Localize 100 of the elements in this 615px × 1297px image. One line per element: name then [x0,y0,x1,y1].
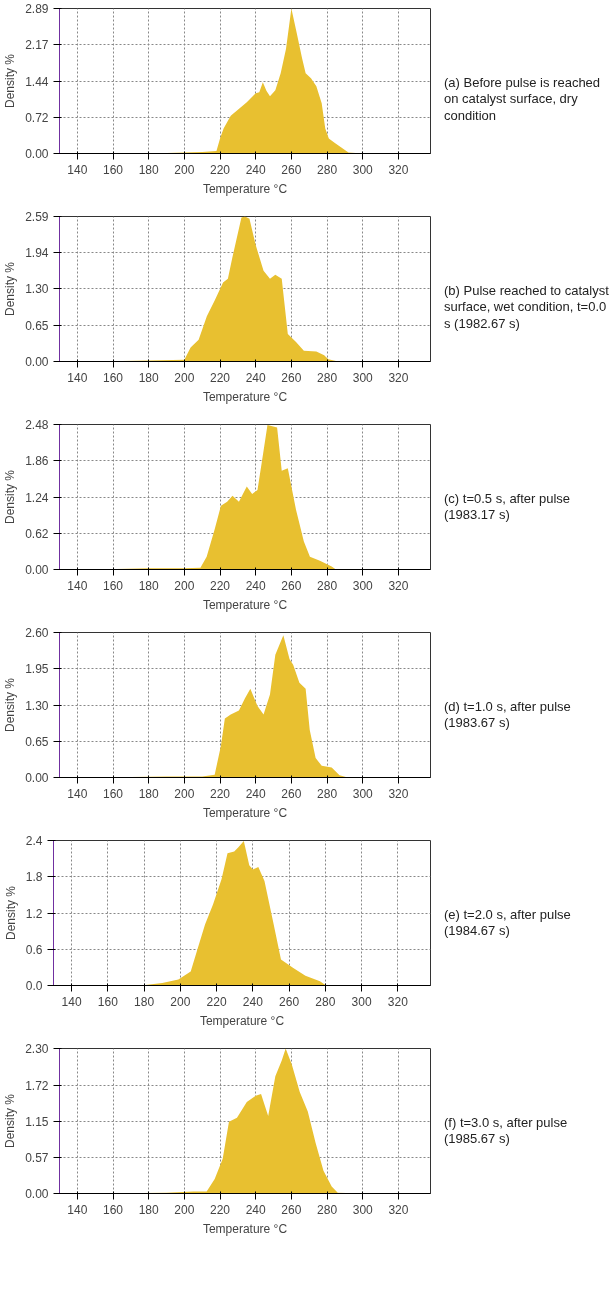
y-axis-title: Density % [3,1093,18,1149]
x-tick-label: 320 [388,578,409,593]
x-tick-label: 160 [103,578,124,593]
x-tick-label: 140 [67,578,88,593]
y-tick-label: 2.59 [25,210,49,224]
x-tick-label: 280 [317,786,338,801]
y-tick-label: 1.30 [25,698,49,713]
y-axis-title: Density % [3,53,18,109]
x-tick-label: 280 [317,1202,338,1217]
x-tick-label: 300 [352,370,374,385]
x-axis-title: Temperature °C [202,181,288,196]
text: (f) t=3.0 s, after pulse (1985.67 s) [443,1114,569,1148]
x-tick-label: 200 [174,370,195,385]
y-axis-title: Density % [3,261,18,317]
x-tick-label: 260 [281,578,302,593]
x-tick-label: 160 [103,786,124,801]
x-tick-label: 180 [134,994,155,1009]
text: (d) t=1.0 s, after pulse (1983.67 s) [443,698,572,732]
x-tick-label: 320 [388,162,409,177]
x-tick-label: 220 [210,1202,231,1217]
y-tick-label: 1.2 [25,906,43,921]
x-tick-label: 160 [103,1202,124,1217]
x-tick-label: 180 [138,578,160,593]
x-tick-label: 320 [388,1202,409,1217]
x-tick-label: 280 [317,370,338,385]
y-tick-label: 0.00 [25,355,49,369]
y-tick-label: 0.0 [25,979,43,993]
y-tick-label: 2.89 [25,2,49,16]
x-tick-label: 180 [138,786,160,801]
y-tick-label: 0.65 [25,734,49,749]
x-axis-title: Temperature °C [202,597,288,612]
x-tick-label: 200 [174,162,195,177]
x-tick-label: 140 [67,162,88,177]
y-tick-label: 0.57 [25,1151,49,1166]
x-tick-label: 220 [210,370,231,385]
x-tick-label: 160 [97,994,119,1009]
x-tick-label: 220 [210,162,231,177]
y-axis-title: Density % [3,469,18,525]
y-tick-label: 1.72 [25,1078,49,1093]
x-tick-label: 220 [210,578,231,593]
x-tick-label: 140 [67,786,88,801]
x-tick-label: 180 [138,370,160,385]
x-tick-label: 200 [174,1202,195,1217]
x-tick-label: 140 [67,370,88,385]
x-tick-label: 300 [352,786,374,801]
x-tick-label: 240 [242,994,264,1009]
x-tick-label: 320 [387,994,409,1009]
y-tick-label: 1.15 [25,1114,49,1129]
x-tick-label: 200 [174,578,195,593]
y-tick-label: 0.72 [25,110,49,125]
x-tick-label: 140 [61,994,82,1009]
x-tick-label: 240 [245,162,267,177]
y-tick-label: 2.30 [25,1042,49,1056]
x-tick-label: 300 [352,162,374,177]
y-tick-label: 0.65 [25,318,49,333]
y-tick-label: 0.00 [25,1187,49,1201]
y-axis-title: Density % [3,677,18,733]
x-tick-label: 320 [388,786,409,801]
x-tick-label: 260 [281,786,302,801]
y-tick-label: 1.24 [25,490,49,505]
x-tick-label: 160 [103,162,124,177]
y-tick-label: 0.00 [25,771,49,785]
y-tick-label: 2.48 [25,418,49,432]
text: (c) t=0.5 s, after pulse (1983.17 s) [443,490,572,524]
x-tick-label: 260 [281,1202,302,1217]
x-axis-title: Temperature °C [202,1221,288,1236]
x-tick-label: 320 [388,370,409,385]
text: (b) Pulse reached to catalyst surface, wet condition, t=0.0 s (1982.67 s) [443,282,610,332]
x-tick-label: 140 [67,1202,88,1217]
x-tick-label: 200 [174,786,195,801]
y-tick-label: 1.30 [25,282,49,297]
y-tick-label: 0.00 [25,563,49,577]
x-tick-label: 280 [317,162,338,177]
x-tick-label: 240 [245,1202,267,1217]
y-tick-label: 2.4 [25,834,43,848]
x-tick-label: 260 [281,370,302,385]
x-axis-title: Temperature °C [199,1013,285,1028]
y-tick-label: 1.94 [25,246,49,261]
y-tick-label: 2.60 [25,626,49,640]
x-tick-label: 300 [351,994,372,1009]
text: (e) t=2.0 s, after pulse (1984.67 s) [443,906,572,940]
y-axis-title: Density % [3,885,18,941]
y-tick-label: 1.86 [25,454,49,469]
x-tick-label: 220 [210,786,231,801]
x-tick-label: 220 [206,994,227,1009]
x-axis-title: Temperature °C [202,805,288,820]
x-tick-label: 300 [352,578,374,593]
x-tick-label: 160 [103,370,124,385]
x-tick-label: 240 [245,578,267,593]
x-axis-title: Temperature °C [202,389,288,404]
x-tick-label: 180 [138,162,160,177]
y-tick-label: 2.17 [25,38,49,53]
x-tick-label: 280 [317,578,338,593]
y-tick-label: 1.44 [25,74,49,89]
y-tick-label: 1.95 [25,662,49,677]
text: (a) Before pulse is reached on catalyst surface, dry condition [443,74,602,124]
y-tick-label: 1.8 [25,870,43,885]
x-tick-label: 180 [138,1202,160,1217]
x-tick-label: 240 [245,786,267,801]
y-tick-label: 0.62 [25,526,49,541]
